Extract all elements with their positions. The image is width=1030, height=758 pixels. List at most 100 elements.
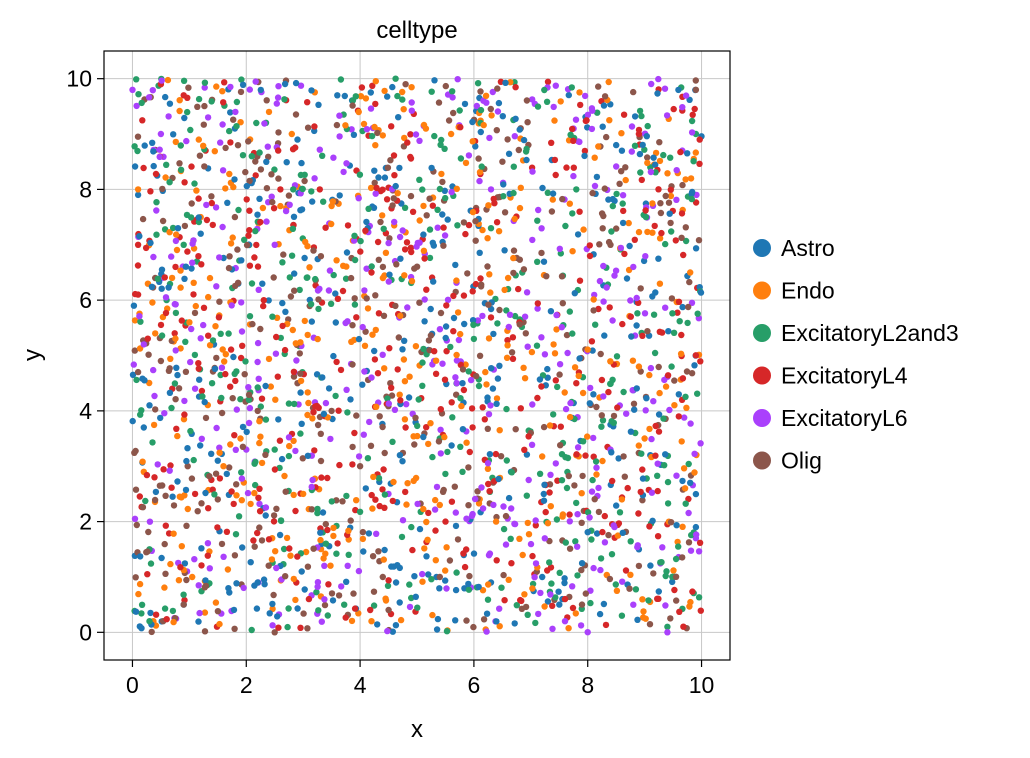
data-point-excitatoryl4 xyxy=(576,208,583,215)
data-point-excitatoryl6 xyxy=(385,278,392,285)
data-point-excitatoryl6 xyxy=(228,302,235,309)
data-point-excitatoryl6 xyxy=(648,435,655,443)
data-point-astro xyxy=(679,303,686,311)
data-point-excitatoryl2and3 xyxy=(613,353,621,360)
data-point-astro xyxy=(547,308,555,315)
data-point-endo xyxy=(656,280,664,287)
data-point-olig xyxy=(262,451,269,458)
data-point-endo xyxy=(371,123,378,131)
data-point-excitatoryl6 xyxy=(355,195,362,202)
data-point-excitatoryl4 xyxy=(689,588,696,595)
data-point-excitatoryl2and3 xyxy=(533,342,541,349)
data-point-excitatoryl4 xyxy=(423,424,430,431)
data-point-olig xyxy=(201,628,209,635)
data-point-excitatoryl2and3 xyxy=(137,411,144,418)
data-point-excitatoryl2and3 xyxy=(351,301,359,308)
data-point-excitatoryl6 xyxy=(673,167,680,174)
data-point-endo xyxy=(425,440,432,448)
data-point-excitatoryl4 xyxy=(220,99,227,106)
data-point-excitatoryl4 xyxy=(534,394,541,402)
data-point-excitatoryl6 xyxy=(355,567,363,575)
data-point-excitatoryl4 xyxy=(548,139,555,146)
data-point-excitatoryl6 xyxy=(391,218,398,226)
data-point-olig xyxy=(465,464,472,471)
data-point-excitatoryl6 xyxy=(171,300,178,308)
data-point-olig xyxy=(563,331,571,339)
data-point-olig xyxy=(304,563,312,570)
data-point-olig xyxy=(412,414,419,421)
data-point-excitatoryl2and3 xyxy=(465,586,473,593)
data-point-astro xyxy=(392,622,400,629)
data-point-excitatoryl4 xyxy=(333,358,340,366)
data-point-excitatoryl2and3 xyxy=(654,472,661,479)
data-point-endo xyxy=(164,76,172,84)
data-point-excitatoryl6 xyxy=(587,384,594,392)
data-point-endo xyxy=(247,500,254,508)
data-point-astro xyxy=(399,346,406,353)
data-point-olig xyxy=(465,502,472,509)
x-tick-label: 6 xyxy=(468,672,481,698)
data-point-excitatoryl2and3 xyxy=(416,176,423,183)
data-point-astro xyxy=(452,617,459,624)
data-point-olig xyxy=(540,423,548,431)
data-point-excitatoryl6 xyxy=(538,334,545,341)
data-point-astro xyxy=(490,330,497,338)
data-point-excitatoryl2and3 xyxy=(238,469,245,476)
data-point-excitatoryl6 xyxy=(219,121,226,128)
data-point-excitatoryl6 xyxy=(619,192,627,199)
data-point-astro xyxy=(434,615,442,623)
data-point-excitatoryl6 xyxy=(630,601,637,608)
data-point-excitatoryl2and3 xyxy=(664,500,672,507)
data-point-olig xyxy=(446,557,454,564)
legend-label: ExcitatoryL2and3 xyxy=(781,320,959,346)
data-point-excitatoryl4 xyxy=(631,236,638,243)
data-point-olig xyxy=(655,363,662,371)
data-point-olig xyxy=(423,212,430,219)
data-point-excitatoryl4 xyxy=(322,224,329,231)
data-point-excitatoryl4 xyxy=(586,252,594,260)
data-point-excitatoryl4 xyxy=(152,170,160,178)
data-point-astro xyxy=(198,545,205,552)
data-point-excitatoryl2and3 xyxy=(587,599,594,607)
data-point-olig xyxy=(184,463,191,470)
data-point-excitatoryl2and3 xyxy=(442,194,449,202)
data-point-astro xyxy=(367,89,374,96)
data-point-astro xyxy=(650,154,657,161)
data-point-astro xyxy=(511,620,518,627)
data-point-astro xyxy=(578,560,586,567)
data-point-excitatoryl2and3 xyxy=(319,152,326,159)
data-point-excitatoryl4 xyxy=(621,250,628,258)
data-point-astro xyxy=(389,83,396,91)
data-point-excitatoryl6 xyxy=(534,305,541,312)
data-point-excitatoryl2and3 xyxy=(169,224,177,232)
data-point-excitatoryl4 xyxy=(652,422,659,430)
data-point-astro xyxy=(278,455,286,463)
data-point-olig xyxy=(367,442,375,449)
data-point-excitatoryl2and3 xyxy=(457,395,464,402)
data-point-endo xyxy=(381,272,388,279)
data-point-excitatoryl6 xyxy=(145,94,153,101)
data-point-astro xyxy=(131,163,139,170)
data-point-olig xyxy=(132,574,139,581)
data-point-olig xyxy=(672,573,680,580)
data-point-astro xyxy=(581,152,588,160)
data-point-astro xyxy=(556,601,563,608)
data-point-olig xyxy=(500,571,507,579)
data-point-endo xyxy=(173,231,180,238)
data-point-excitatoryl4 xyxy=(190,291,197,298)
data-point-endo xyxy=(267,383,274,390)
data-point-excitatoryl6 xyxy=(130,361,137,368)
data-point-excitatoryl4 xyxy=(655,428,663,435)
data-point-excitatoryl2and3 xyxy=(631,142,639,149)
data-point-astro xyxy=(392,579,400,586)
data-point-excitatoryl6 xyxy=(528,441,536,448)
data-point-olig xyxy=(413,263,421,270)
data-point-excitatoryl2and3 xyxy=(553,516,561,523)
data-point-excitatoryl4 xyxy=(521,446,528,453)
data-point-excitatoryl6 xyxy=(181,397,188,405)
data-point-excitatoryl2and3 xyxy=(324,612,331,619)
data-point-excitatoryl2and3 xyxy=(453,569,460,576)
data-point-endo xyxy=(559,513,566,520)
data-point-excitatoryl6 xyxy=(191,556,198,563)
